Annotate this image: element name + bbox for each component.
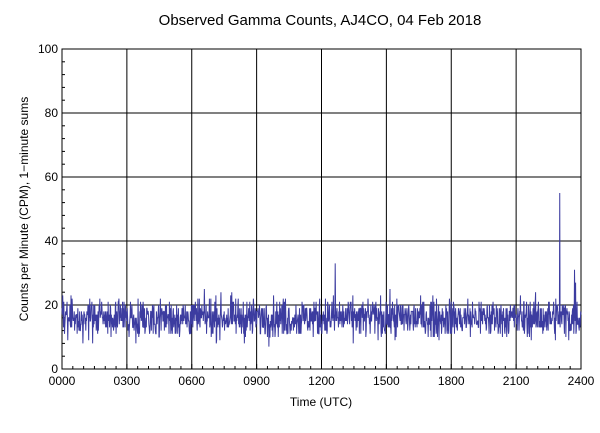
chart-title: Observed Gamma Counts, AJ4CO, 04 Feb 201…	[159, 12, 482, 29]
x-tick-label: 1200	[308, 374, 335, 388]
x-tick-label: 0600	[178, 374, 205, 388]
x-tick-label: 1800	[438, 374, 465, 388]
y-tick-labels: 0 20 40 60 80 100	[38, 42, 58, 376]
x-tick-label: 1500	[373, 374, 400, 388]
y-tick-label: 100	[38, 42, 58, 56]
y-tick-label: 20	[45, 298, 59, 312]
x-tick-labels: 0000 0300 0600 0900 1200 1500 1800 2100 2400	[49, 374, 595, 388]
x-tick-label: 2100	[503, 374, 530, 388]
y-tick-label: 80	[45, 106, 59, 120]
x-tick-label: 0300	[114, 374, 141, 388]
y-axis-label: Counts per Minute (CPM), 1−minute sums	[17, 97, 31, 321]
minor-ticks	[61, 48, 582, 370]
x-tick-label: 2400	[568, 374, 595, 388]
y-tick-label: 40	[45, 234, 59, 248]
x-tick-label: 0000	[49, 374, 76, 388]
x-axis-label: Time (UTC)	[290, 395, 352, 409]
y-tick-label: 0	[51, 362, 58, 376]
x-tick-label: 0900	[243, 374, 270, 388]
y-tick-label: 60	[45, 170, 59, 184]
series-line-gamma-counts	[61, 192, 582, 347]
